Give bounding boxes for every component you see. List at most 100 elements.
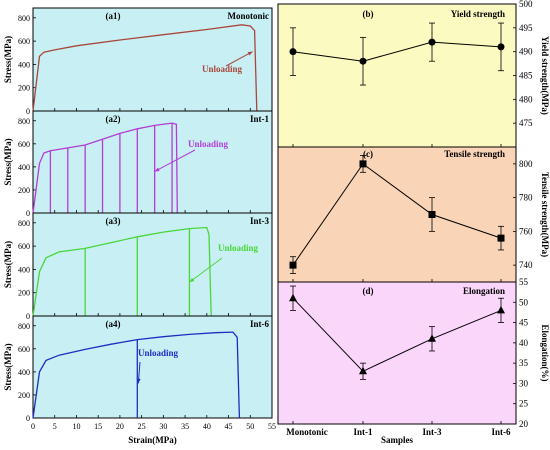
annotation-arrow-head: [247, 51, 253, 56]
x-tick-label: Int-6: [491, 427, 511, 437]
unloading-annotation: Unloading: [202, 64, 243, 74]
y-tick-label: 35: [519, 358, 529, 368]
x-tick-label: 25: [138, 422, 146, 431]
y-axis-label: Stress(MPa): [3, 138, 13, 185]
panel-d-background: [277, 281, 517, 425]
y-tick-label: 400: [18, 163, 30, 172]
y-tick-label: 485: [519, 71, 533, 81]
series-label: Int-6: [250, 319, 270, 329]
panel-label: (a3): [106, 216, 121, 226]
y-axis-label: Tensile strength(MPa): [540, 172, 550, 257]
data-point-marker: [359, 57, 367, 65]
panel-a1-background: [32, 7, 273, 112]
panel-a4-background: [32, 315, 273, 419]
panel-label: (c): [363, 149, 373, 159]
panel-d: 20 25 30 35 40 45 50 55 (d) Elongation Elongation(…: [277, 277, 550, 437]
x-tick-label: 35: [181, 422, 189, 431]
panel-a1: 0 200 400 600 800 Stress(MPa) (a1) Monotonic Unl…: [3, 7, 273, 116]
y-axis-label: Stress(MPa): [3, 343, 13, 390]
y-tick-label: 600: [18, 345, 30, 354]
x-tick-label: 0: [31, 422, 35, 431]
panel-label: (a1): [106, 11, 121, 21]
x-tick-label: Monotonic: [286, 427, 328, 437]
panel-label: (a2): [106, 114, 121, 124]
y-axis-label: Stress(MPa): [3, 36, 13, 83]
y-tick-label: 475: [519, 118, 533, 128]
annotation-arrow-head: [154, 167, 160, 172]
x-tick-label: 30: [159, 422, 167, 431]
x-tick-label: 55: [268, 422, 276, 431]
series-label: Int-1: [250, 114, 270, 124]
stress-strain-curve: [32, 24, 258, 112]
series-label: Monotonic: [228, 11, 270, 21]
y-tick-label: 800: [18, 117, 30, 126]
x-tick-label: Int-3: [422, 427, 442, 437]
data-point-marker: [497, 305, 505, 314]
x-axis-label-samples: Samples: [381, 435, 414, 445]
y-tick-label: 500: [519, 0, 533, 9]
y-tick-label: 400: [18, 265, 30, 274]
panel-b: 475 480 485 490 495 500 (b) Yield strength Yield…: [277, 0, 550, 148]
y-tick-label: 50: [519, 297, 529, 307]
data-point-marker: [289, 293, 297, 302]
y-tick-label: 40: [519, 338, 529, 348]
x-axis-label-strain: Strain(MPa): [128, 435, 177, 445]
y-tick-label: 400: [18, 60, 30, 69]
y-tick-label: 780: [519, 193, 533, 203]
y-axis-label: Yield strength(MPa): [540, 36, 550, 115]
y-tick-label: 400: [18, 368, 30, 377]
y-tick-label: 200: [18, 391, 30, 400]
series-line: [292, 297, 502, 372]
y-tick-label: 25: [519, 399, 529, 409]
panel-a2: 0 200 400 600 800 Stress(MPa) (a2) Int-1 Unloadi…: [3, 110, 273, 218]
y-tick-label: 200: [18, 186, 30, 195]
y-tick-label: 30: [519, 378, 529, 388]
data-point-marker: [428, 211, 436, 218]
series-line: [292, 41, 502, 62]
y-tick-label: 600: [18, 140, 30, 149]
annotation-arrow-line: [154, 149, 196, 172]
data-point-marker: [497, 43, 505, 51]
annotation-arrow-line: [189, 257, 223, 283]
y-tick-label: 200: [18, 289, 30, 298]
x-tick-label: 10: [72, 422, 80, 431]
y-tick-label: 0: [26, 312, 30, 321]
series-line: [292, 163, 502, 266]
stress-strain-curve: [32, 226, 212, 317]
data-point-marker: [289, 48, 297, 56]
panel-a3: 0 200 400 600 800 Stress(MPa) (a3) Int-3 Unloadi…: [3, 212, 273, 321]
data-point-marker: [359, 160, 367, 168]
y-tick-label: 800: [18, 322, 30, 331]
x-tick-label: 40: [203, 422, 211, 431]
x-tick-label: 5: [53, 422, 57, 431]
y-axis-label: Elongation(%): [540, 324, 550, 381]
x-tick-label: 20: [116, 422, 124, 431]
data-point-marker: [497, 234, 505, 242]
y-tick-label: 800: [18, 14, 30, 23]
y-tick-label: 800: [519, 159, 533, 169]
data-point-marker: [289, 261, 297, 269]
annotation-arrow-head: [189, 277, 195, 283]
y-tick-label: 600: [18, 242, 30, 251]
panel-c: 740 760 780 800 (c) Tensile strength Tensile s…: [277, 146, 550, 283]
data-point-marker: [428, 38, 436, 46]
y-tick-label: 0: [26, 107, 30, 116]
panel-title: Elongation: [463, 286, 505, 296]
panel-label: (a4): [106, 319, 121, 329]
panel-label: (b): [363, 9, 374, 19]
y-tick-label: 200: [18, 84, 30, 93]
y-tick-label: 600: [18, 37, 30, 46]
y-tick-label: 740: [519, 260, 533, 270]
y-tick-label: 45: [519, 318, 529, 328]
y-tick-label: 0: [26, 209, 30, 218]
y-tick-label: 0: [26, 414, 30, 423]
panel-c-background: [277, 146, 517, 283]
y-axis-label: Stress(MPa): [3, 241, 13, 288]
unloading-annotation: Unloading: [188, 139, 229, 149]
panel-title: Tensile strength: [444, 149, 505, 159]
panel-b-background: [277, 3, 517, 148]
series-label: Int-3: [250, 216, 270, 226]
unloading-annotation: Unloading: [218, 243, 259, 253]
